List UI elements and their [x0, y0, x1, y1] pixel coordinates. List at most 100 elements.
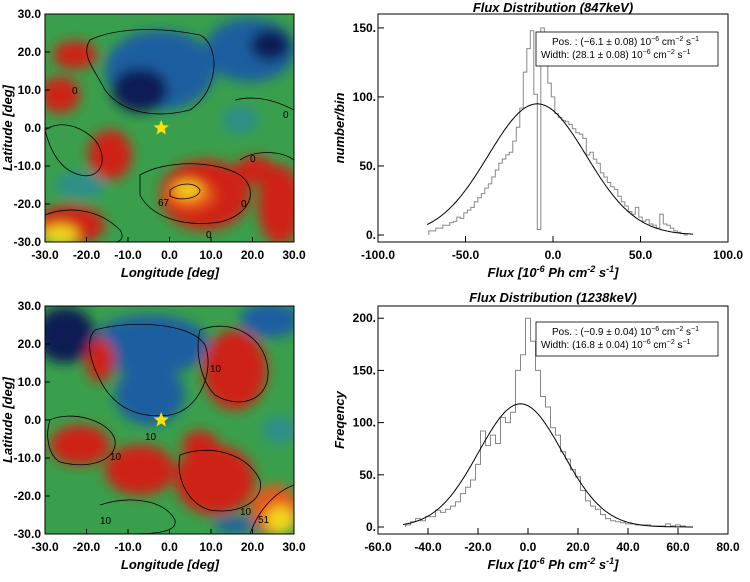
histogram-bin — [491, 435, 496, 527]
map-top-blob — [222, 106, 258, 134]
histogram-bin — [486, 446, 491, 527]
histogram-bin — [488, 184, 492, 235]
map-top-blob — [235, 156, 275, 184]
histogram-top: Flux Distribution (847keV) -100.0 -50.0 0.… — [332, 0, 743, 280]
histogram-bin — [646, 220, 650, 235]
y-tick-label: 150. — [353, 21, 376, 35]
y-tick-label: 20.0 — [18, 45, 42, 59]
map-bottom-blob — [182, 431, 218, 459]
histogram-bin — [551, 428, 556, 527]
histogram-bottom-xlabel: Flux [10-6 Ph cm-2 s-1] — [488, 556, 620, 572]
histogram-top-xlabel: Flux [10-6 Ph cm-2 s-1] — [488, 264, 620, 280]
histogram-bin — [471, 480, 476, 527]
y-tick-label: -30.0 — [14, 235, 42, 249]
histogram-bin — [544, 61, 548, 235]
histogram-bin — [450, 223, 454, 235]
legend-width: Width: (16.8 ± 0.04) 10−6 cm−2 s−1 — [541, 339, 691, 351]
histogram-bin — [501, 417, 506, 527]
histogram-bin — [446, 225, 450, 235]
contour-line — [86, 29, 215, 115]
histogram-bin — [436, 228, 440, 235]
histogram-bin — [614, 189, 618, 235]
contour-line — [249, 484, 294, 534]
map-bottom-ylabel: Latitude [deg] — [0, 376, 15, 463]
x-tick-label: -30.0 — [31, 540, 59, 554]
histogram-bin — [667, 225, 671, 235]
histogram-steps — [405, 317, 686, 527]
histogram-bin — [621, 523, 626, 527]
histogram-bin — [446, 509, 451, 527]
y-tick-label: -10.0 — [14, 451, 42, 465]
contour-label: 10 — [240, 507, 252, 518]
histogram-bin — [453, 221, 457, 235]
histogram-bin — [616, 522, 621, 527]
y-tick-label: 0.0 — [24, 413, 41, 427]
map-bottom-xaxis: -30.0 -20.0 -10.0 0.0 10.0 20.0 30.0 — [31, 529, 306, 554]
map-top-xlabel: Longitude [deg] — [121, 265, 220, 280]
histogram-bin — [561, 452, 566, 527]
x-tick-label: 10.0 — [199, 248, 223, 262]
contour-line — [47, 415, 116, 466]
histogram-bin — [572, 129, 576, 235]
contour-label: 0 — [72, 86, 78, 97]
y-tick-label: 30.0 — [18, 7, 42, 21]
histogram-bin — [586, 501, 591, 527]
contour-label: 10 — [110, 452, 122, 463]
histogram-bin — [464, 213, 468, 235]
histogram-bin — [548, 83, 552, 235]
contour-line — [197, 325, 269, 403]
histogram-bin — [530, 31, 534, 235]
histogram-bin — [534, 94, 538, 235]
x-tick-label: -20.0 — [73, 540, 101, 554]
y-tick-label: 100. — [353, 416, 376, 430]
histogram-bottom-legend: Pos. : (−0.9 ± 0.04) 10−6 cm−2 s−1 Width… — [535, 321, 719, 357]
histogram-bin — [466, 487, 471, 527]
y-tick-label: 100. — [353, 90, 376, 104]
histogram-bin — [593, 159, 597, 235]
legend-box — [535, 31, 719, 67]
map-bottom-image: 10 10 10 10 10 51 — [45, 306, 294, 534]
histogram-bin — [606, 519, 611, 527]
histogram-bin — [460, 218, 464, 235]
sky-map-bottom: 10 10 10 10 10 51 -30.0 -20.0 -10.0 0.0 10.0… — [0, 299, 306, 572]
y-tick-label: -20.0 — [14, 197, 42, 211]
histogram-bin — [562, 120, 566, 235]
map-bottom-yaxis: 30.0 20.0 10.0 0.0 -10.0 -20.0 -30.0 — [14, 299, 50, 541]
map-top-blob — [45, 225, 78, 242]
x-tick-label: 0.0 — [545, 248, 562, 262]
map-top-ylabel: Latitude [deg] — [0, 84, 15, 171]
map-top-blob — [55, 171, 105, 199]
contour-label: 10 — [145, 432, 157, 443]
x-tick-label: 40.0 — [616, 540, 640, 554]
map-bottom-blob — [213, 517, 257, 533]
map-top-xaxis: -30.0 -20.0 -10.0 0.0 10.0 20.0 30.0 — [31, 237, 306, 262]
histogram-bin — [476, 464, 481, 527]
map-top-blob — [88, 130, 132, 180]
x-tick-label: -20.0 — [464, 540, 492, 554]
histogram-bin — [628, 212, 632, 236]
histogram-bin — [485, 188, 489, 235]
histogram-bin — [478, 198, 482, 235]
histogram-bin — [451, 506, 456, 527]
map-bottom-blob — [115, 365, 185, 425]
histogram-bin — [581, 491, 586, 528]
x-tick-label: 30.0 — [282, 248, 306, 262]
histogram-bin — [536, 370, 541, 527]
map-bottom-blob — [262, 416, 294, 444]
histogram-bin — [526, 318, 531, 527]
x-tick-label: 20.0 — [566, 540, 590, 554]
histogram-top-legend: Pos. : (−6.1 ± 0.08) 10−6 cm−2 s−1 Width… — [535, 31, 719, 67]
contour-label: 10 — [210, 364, 222, 375]
histogram-top-plot: -100.0 -50.0 0.0 50.0 100.0 0. 50. 100. 150. — [353, 13, 743, 262]
histogram-bin — [521, 355, 526, 527]
histogram-bin — [461, 494, 466, 527]
histogram-bin — [474, 202, 478, 235]
histogram-bin — [565, 122, 569, 235]
map-top-blob — [250, 29, 290, 61]
map-top-blob — [45, 77, 80, 113]
histogram-bin — [432, 231, 436, 235]
contour-line — [45, 124, 103, 177]
map-top-blob — [258, 165, 294, 242]
x-tick-label: -60.0 — [364, 540, 392, 554]
